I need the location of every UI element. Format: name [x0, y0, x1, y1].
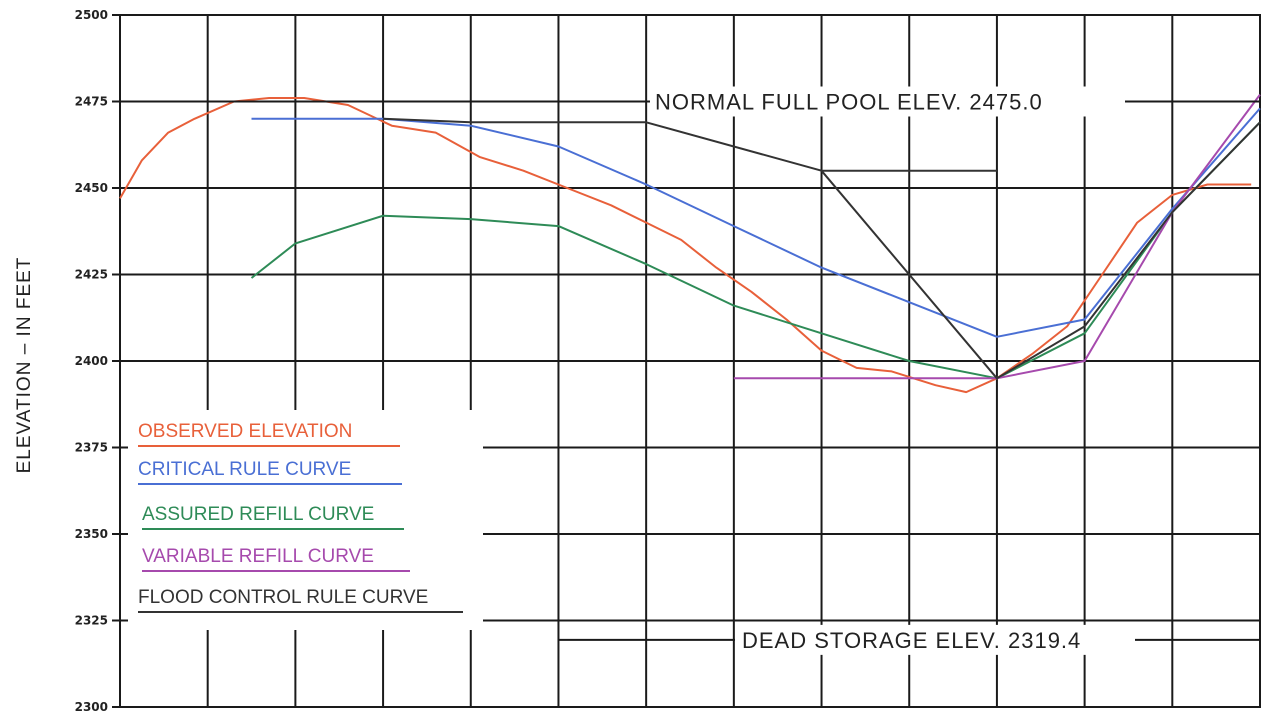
series-line-variable-refill-curve — [733, 94, 1261, 380]
y-tick-label: 2425 — [75, 268, 108, 282]
y-tick-label: 2375 — [75, 441, 108, 455]
legend-entry-label: VARIABLE REFILL CURVE — [142, 546, 374, 567]
legend-entry-label: ASSURED REFILL CURVE — [142, 504, 374, 525]
series-lines — [119, 94, 1261, 394]
y-tick-labels: 2500 2475 2450 2425 2400 2375 2350 2325 2300 — [75, 8, 108, 714]
y-tick-label: 2450 — [75, 181, 108, 195]
reference-lines: NORMAL FULL POOL ELEV. 2475.0 DEAD STORAG… — [120, 86, 1260, 655]
y-tick-label: 2350 — [75, 527, 108, 541]
series-line-assured-refill-curve — [250, 121, 1261, 380]
full-pool-label: NORMAL FULL POOL ELEV. 2475.0 — [655, 90, 1043, 115]
legend-entry-label: FLOOD CONTROL RULE CURVE — [138, 587, 428, 608]
y-tick-label: 2300 — [75, 700, 108, 714]
y-tick-label: 2400 — [75, 354, 108, 368]
legend: OBSERVED ELEVATION CRITICAL RULE CURVE ASS… — [128, 410, 483, 630]
series-line-observed-elevation — [119, 97, 1252, 394]
dead-storage-label: DEAD STORAGE ELEV. 2319.4 — [742, 628, 1081, 653]
dead-storage-label-bg — [735, 624, 1135, 655]
legend-entry-label: OBSERVED ELEVATION — [138, 421, 352, 442]
legend-entry-label: CRITICAL RULE CURVE — [138, 459, 351, 480]
y-axis-label: ELEVATION – IN FEET — [14, 257, 35, 474]
full-pool-label-bg — [650, 86, 1125, 117]
y-tick-label: 2475 — [75, 95, 108, 109]
series-line-flood-control-rule-curve — [383, 117, 1261, 380]
series-line-critical-rule-curve — [251, 107, 1261, 338]
y-tick-label: 2325 — [75, 614, 108, 628]
y-tick-label: 2500 — [75, 8, 108, 22]
